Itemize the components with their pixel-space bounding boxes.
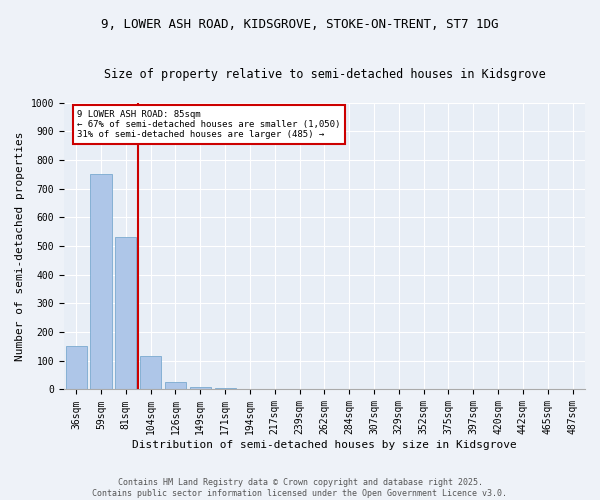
Text: Contains HM Land Registry data © Crown copyright and database right 2025.
Contai: Contains HM Land Registry data © Crown c… [92, 478, 508, 498]
Bar [215, 388, 236, 390]
X-axis label: Distribution of semi-detached houses by size in Kidsgrove: Distribution of semi-detached houses by … [132, 440, 517, 450]
Bar [190, 387, 211, 390]
Bar [140, 356, 161, 390]
Bar [165, 382, 186, 390]
Bar [91, 174, 112, 390]
Bar [65, 346, 87, 390]
Bar [115, 238, 136, 390]
Text: 9 LOWER ASH ROAD: 85sqm
← 67% of semi-detached houses are smaller (1,050)
31% of: 9 LOWER ASH ROAD: 85sqm ← 67% of semi-de… [77, 110, 341, 140]
Text: 9, LOWER ASH ROAD, KIDSGROVE, STOKE-ON-TRENT, ST7 1DG: 9, LOWER ASH ROAD, KIDSGROVE, STOKE-ON-T… [101, 18, 499, 30]
Y-axis label: Number of semi-detached properties: Number of semi-detached properties [15, 131, 25, 360]
Title: Size of property relative to semi-detached houses in Kidsgrove: Size of property relative to semi-detach… [104, 68, 545, 80]
